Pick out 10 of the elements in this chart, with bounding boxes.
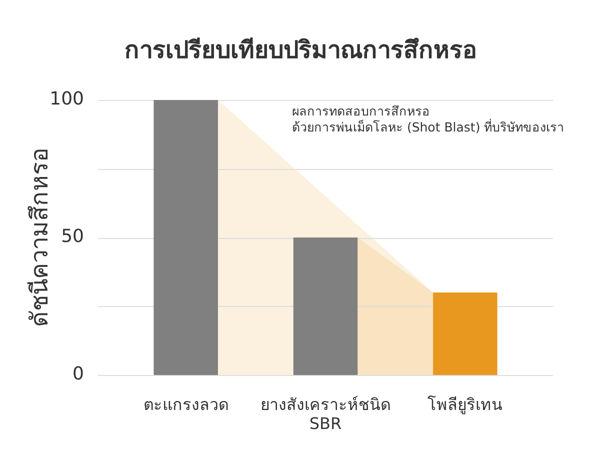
- bar: [154, 100, 218, 375]
- x-tick-label: ตะแกรงลวด: [143, 394, 228, 414]
- annotation: ผลการทดสอบการสึกหรอ ด้วยการพ่นเม็ดโลหะ (Shot Blast) ที่บริษัทของเรา: [292, 104, 564, 134]
- chart-title: การเปรียบเทียบปริมาณการสึกหรอ: [124, 35, 478, 66]
- x-tick-label: โพลียูริเทน: [428, 394, 503, 415]
- x-tick-label: ยางสังเคราะห์ชนิด SBR: [260, 394, 390, 433]
- y-tick-label: 50: [61, 226, 84, 248]
- y-axis-title: ดัชนีความสึกหรอ: [26, 148, 54, 327]
- y-tick-label: 100: [50, 88, 84, 110]
- y-tick-label: 0: [72, 364, 84, 385]
